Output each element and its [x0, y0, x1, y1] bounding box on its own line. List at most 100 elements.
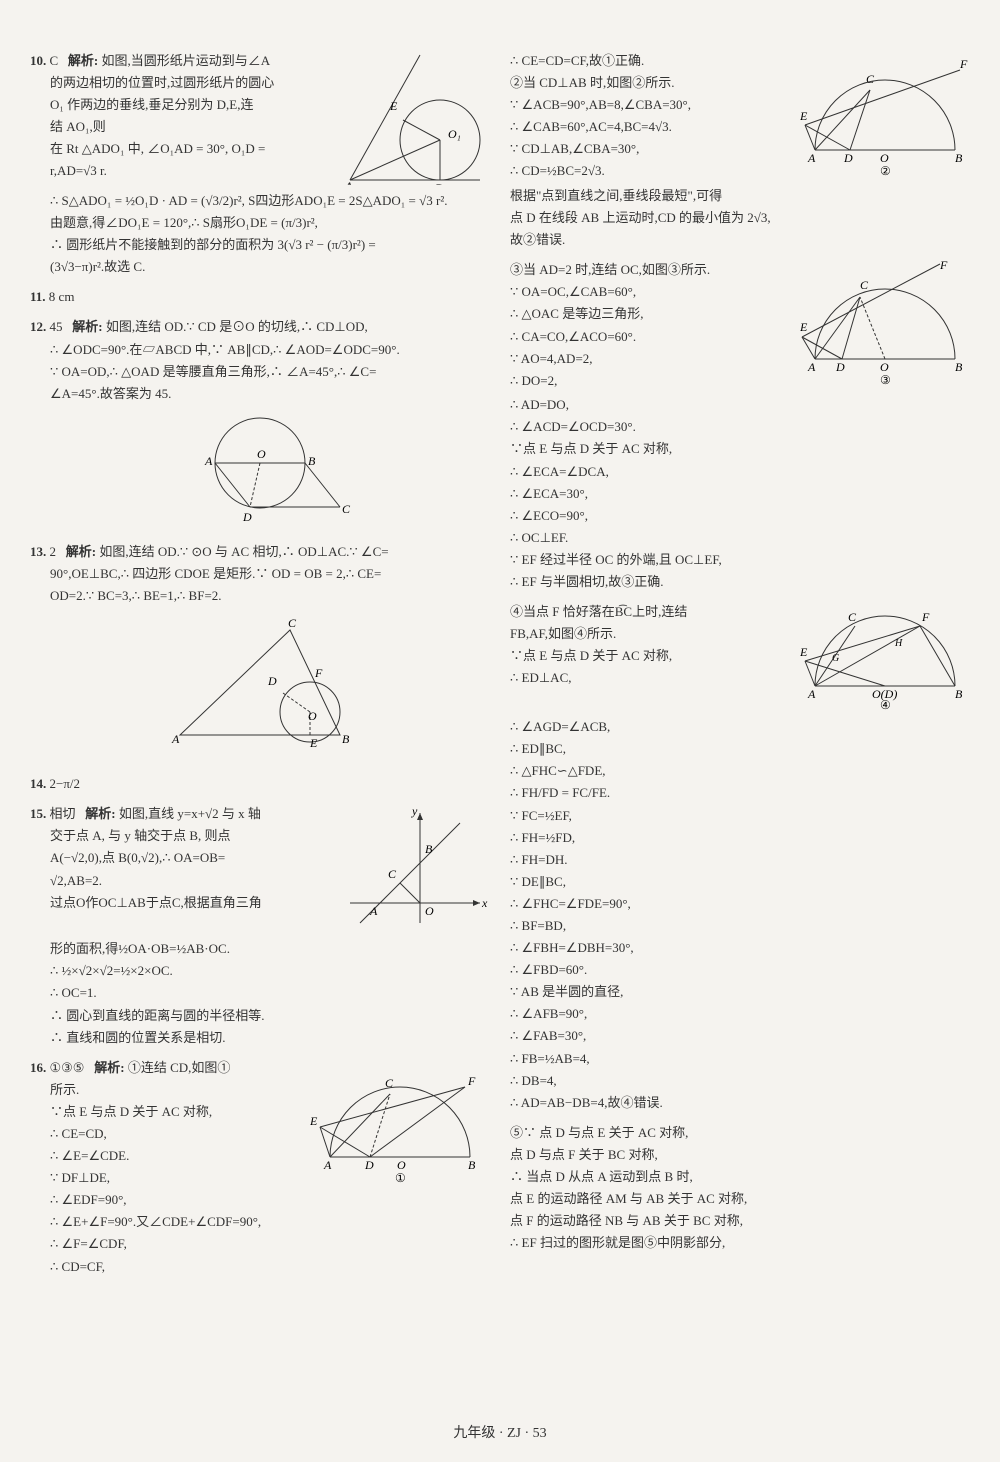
q10-t1: 如图,当圆形纸片运动到与∠A [102, 53, 271, 68]
left-column: A D E O₁ 10. C 解析: 如图,当圆形纸片运动到与∠A 的两边相切的… [30, 50, 490, 1432]
analysis-label: 解析: [66, 544, 96, 559]
svg-text:O: O [880, 360, 889, 374]
svg-text:E: E [800, 645, 808, 659]
c1-t9: 故②错误. [510, 229, 970, 251]
q12-t4: ∠A=45°.故答案为 45. [30, 386, 171, 401]
c3-t22: ∴ AD=AB−DB=4,故④错误. [510, 1092, 970, 1114]
c3-t15: ∴ ∠FBH=∠DBH=30°, [510, 937, 970, 959]
c2-t11: ∴ ∠ECA=30°, [510, 483, 970, 505]
question-12: 12. 45 解析: 如图,连结 OD.∵ CD 是⊙O 的切线,∴ CD⊥OD… [30, 316, 490, 532]
q10-t5: 在 Rt △ADO₁ 中, ∠O₁AD = 30°, O₁D = [30, 141, 265, 156]
svg-text:E: E [309, 736, 318, 750]
q15-t10: ∴ 直线和圆的位置关系是相切. [30, 1027, 490, 1049]
q13-diagram: A B C D E F O [150, 615, 370, 765]
c3-t8: ∴ FH/FD = FC/FE. [510, 782, 970, 804]
right-column: A B C D E F O ② ∴ CE=CD=CF,故①正确. ②当 CD⊥A… [510, 50, 970, 1432]
cont-5: ⑤∵ 点 D 与点 E 关于 AC 对称, 点 D 与点 F 关于 BC 对称,… [510, 1122, 970, 1255]
q16-t4: ∴ CE=CD, [30, 1126, 107, 1141]
question-15: A B C O x y 15. 相切 解析: 如图,直线 y=x+√2 与 x … [30, 803, 490, 1048]
c1-t8: 点 D 在线段 AB 上运动时,CD 的最小值为 2√3, [510, 207, 970, 229]
svg-text:B: B [468, 1158, 476, 1172]
c1-t7: 根据"点到直线之间,垂线段最短",可得 [510, 185, 970, 207]
svg-text:A: A [344, 179, 353, 185]
q16-t6: ∵ DF⊥DE, [30, 1170, 110, 1185]
svg-text:C: C [388, 867, 397, 881]
question-10: A D E O₁ 10. C 解析: 如图,当圆形纸片运动到与∠A 的两边相切的… [30, 50, 490, 278]
q10-ans: C [50, 53, 59, 68]
q10-t6: r,AD=√3 r. [30, 163, 107, 178]
q10-t3: O₁ 作两边的垂线,垂足分别为 D,E,连 [30, 97, 254, 112]
svg-text:E: E [389, 99, 398, 113]
svg-text:B: B [955, 360, 963, 374]
svg-text:O: O [425, 904, 434, 918]
cont-4: A B C E F G H O(D) ④ ④当点 F 恰好落在B͡C上时,连结 … [510, 601, 970, 1114]
svg-text:A: A [807, 360, 816, 374]
svg-text:E: E [800, 109, 808, 123]
q12-t2: ∴ ∠ODC=90°.在▱ABCD 中,∵ AB∥CD,∴ ∠AOD=∠ODC=… [30, 342, 400, 357]
svg-text:F: F [959, 57, 968, 71]
page-footer: 九年级 · ZJ · 53 [453, 1422, 546, 1442]
svg-text:B: B [425, 842, 433, 856]
q15-t9: ∴ 圆心到直线的距离与圆的半径相等. [30, 1005, 490, 1027]
c4-t2: 点 D 与点 F 关于 BC 对称, [510, 1144, 970, 1166]
analysis-label: 解析: [68, 53, 98, 68]
svg-text:O: O [257, 447, 266, 461]
c3-t17: ∵ AB 是半圆的直径, [510, 981, 970, 1003]
svg-text:B: B [955, 687, 963, 701]
c3-t5: ∴ ∠AGD=∠ACB, [510, 716, 970, 738]
c2-t7: ∴ AD=DO, [510, 394, 970, 416]
svg-text:④: ④ [880, 698, 891, 711]
c3-t20: ∴ FB=½AB=4, [510, 1048, 970, 1070]
fig2-diagram: A B C D E F O ② [800, 50, 970, 180]
q15-t7: ∴ ½×√2×√2=½×2×OC. [30, 960, 490, 982]
q15-t6: 形的面积,得½OA·OB=½AB·OC. [30, 938, 490, 960]
c3-t12: ∵ DE∥BC, [510, 871, 970, 893]
svg-text:C: C [385, 1076, 394, 1090]
svg-text:F: F [939, 259, 948, 272]
c2-t8: ∴ ∠ACD=∠OCD=30°. [510, 416, 970, 438]
svg-text:O: O [880, 151, 889, 165]
c2-t13: ∴ OC⊥EF. [510, 527, 970, 549]
c4-t6: ∴ EF 扫过的图形就是图⑤中阴影部分, [510, 1232, 970, 1254]
q10-f4: (3√3−π)r².故选 C. [30, 256, 490, 278]
cont-2: A B C D E F O ② ∴ CE=CD=CF,故①正确. ②当 CD⊥A… [510, 50, 970, 251]
q10-f1: ∴ S△ADO₁ = ½O₁D · AD = (√3/2)r², S四边形ADO… [30, 190, 490, 212]
svg-text:A: A [323, 1158, 332, 1172]
q16-t10: ∴ CD=CF, [30, 1256, 490, 1278]
c2-t9: ∵点 E 与点 D 关于 AC 对称, [510, 438, 970, 460]
svg-text:A: A [369, 904, 378, 918]
c3-t21: ∴ DB=4, [510, 1070, 970, 1092]
q13-t2: 90°,OE⊥BC,∴ 四边形 CDOE 是矩形.∵ OD = OB = 2,∴… [30, 566, 381, 581]
q15-t5: 过点O作OC⊥AB于点C,根据直角三角 [30, 895, 262, 910]
q10-f2: 由题意,得∠DO₁E = 120°,∴ S扇形O₁DE = (π/3)r², [30, 212, 490, 234]
q15-t2: 交于点 A, 与 y 轴交于点 B, 则点 [30, 828, 231, 843]
svg-text:O₁: O₁ [448, 127, 461, 141]
q13-t1: 如图,连结 OD.∵ ⊙O 与 AC 相切,∴ OD⊥AC.∵ ∠C= [99, 544, 388, 559]
svg-text:F: F [314, 666, 323, 680]
analysis-label: 解析: [94, 1060, 124, 1075]
q10-diagram: A D E O₁ [340, 50, 490, 185]
question-14: 14. 2−π/2 [30, 773, 490, 795]
svg-text:B: B [955, 151, 963, 165]
q15-num: 15. [30, 806, 46, 821]
svg-text:D: D [242, 510, 252, 524]
svg-text:G: G [832, 653, 839, 664]
q13-ans: 2 [50, 544, 57, 559]
question-16: A B C D E F O ① 16. ①③⑤ 解析: ①连结 CD,如图① 所… [30, 1057, 490, 1278]
cont-3: A B C D E F O ③ ③当 AD=2 时,连结 OC,如图③所示. ∵… [510, 259, 970, 593]
c3-t13: ∴ ∠FHC=∠FDE=90°, [510, 893, 970, 915]
c3-t16: ∴ ∠FBD=60°. [510, 959, 970, 981]
fig4-diagram: A B C E F G H O(D) ④ [800, 601, 970, 711]
q16-t3: ∵点 E 与点 D 关于 AC 对称, [30, 1104, 212, 1119]
analysis-label: 解析: [72, 319, 102, 334]
q13-num: 13. [30, 544, 46, 559]
q15-ans: 相切 [50, 806, 76, 821]
q12-ans: 45 [50, 319, 63, 334]
svg-text:O: O [308, 709, 317, 723]
q11-num: 11. [30, 289, 46, 304]
svg-text:②: ② [880, 164, 891, 178]
svg-text:D: D [364, 1158, 374, 1172]
svg-text:B: B [308, 454, 316, 468]
c3-t7: ∴ △FHC∽△FDE, [510, 760, 970, 782]
c4-t1: ⑤∵ 点 D 与点 E 关于 AC 对称, [510, 1122, 970, 1144]
